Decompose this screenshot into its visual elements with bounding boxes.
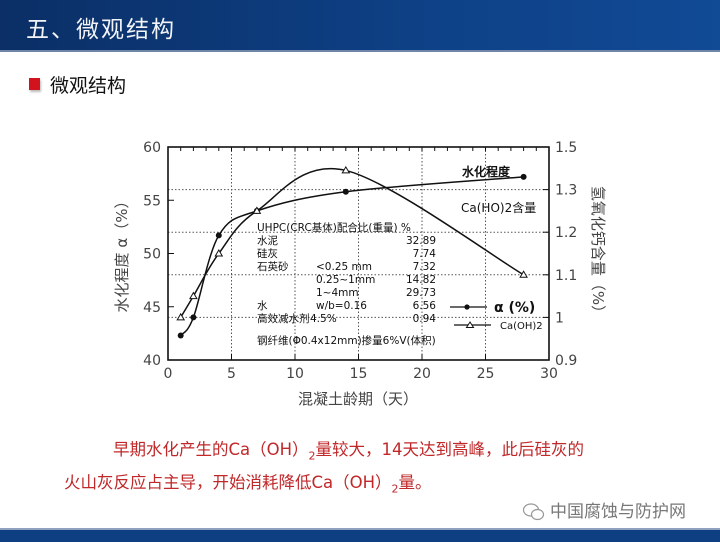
mix-table-value: 0.94	[413, 313, 437, 325]
y-tick-label-right: 1.2	[555, 225, 577, 241]
x-tick-label: 15	[350, 366, 368, 382]
legend: α (%) Ca(OH)2	[450, 300, 543, 332]
legend-alpha-marker	[464, 304, 470, 310]
ca-oh2-point	[519, 270, 528, 278]
wechat-icon	[522, 503, 545, 521]
note-text: 早期水化产生的Ca（OH）	[113, 440, 309, 459]
mix-table-value: 7.74	[413, 248, 437, 260]
watermark: 中国腐蚀与防护网	[522, 497, 686, 522]
ca-oh2-point	[252, 206, 262, 214]
mix-table-cell: w/b=0.16	[316, 300, 367, 312]
footer-bar	[0, 528, 720, 542]
section-subtitle: 微观结构	[50, 75, 127, 97]
ca-oh2-point	[341, 165, 351, 174]
mix-table-cell: 4.5%	[310, 313, 337, 325]
note-text: 火山灰反应占主导，开始消耗降低Ca（OH）	[64, 473, 392, 492]
ca-oh2-point	[189, 291, 198, 300]
y-tick-label-left: 60	[143, 140, 161, 156]
note-subscript: 2	[391, 482, 399, 496]
y-tick-label-right: 1.3	[555, 183, 577, 199]
mix-table-title: UHPC(CRC基体)配合比(重量) %	[257, 221, 411, 234]
mix-table-cell: 1~4mm	[316, 287, 359, 299]
x-axis-label: 混凝土龄期（天）	[298, 390, 418, 408]
x-tick-label: 30	[540, 366, 558, 382]
alpha-point	[190, 314, 197, 321]
y-tick-label-left: 50	[143, 247, 161, 263]
mix-table-value: 29.73	[406, 287, 436, 299]
y-tick-label-left: 45	[143, 300, 161, 316]
mix-table-value: 14.82	[406, 274, 436, 286]
mix-table-footer: 钢纤维(Φ0.4x12mm)掺量6%V(体积)	[257, 334, 436, 347]
mix-table: UHPC(CRC基体)配合比(重量) %水泥 32.89 硅灰 7.74 石英砂 <0.2…	[257, 221, 436, 347]
note-text: 量。	[398, 473, 432, 492]
x-tick-label: 0	[164, 366, 173, 382]
x-tick-label: 25	[477, 366, 495, 382]
mix-table-cell: 石英砂	[257, 260, 289, 273]
mix-table-cell: 硅灰	[257, 247, 278, 260]
x-tick-label: 10	[286, 366, 304, 382]
note-line-1: 早期水化产生的Ca（OH）2量较大，14天达到高峰，此后硅灰的	[113, 436, 584, 462]
header-bar: 五、微观结构	[0, 0, 720, 52]
x-tick-label: 5	[227, 366, 236, 382]
x-tick-label: 20	[413, 366, 431, 382]
alpha-point	[342, 188, 349, 195]
mix-table-value: 7.32	[413, 261, 436, 273]
bullet-square-icon	[29, 78, 40, 90]
note-line-2: 火山灰反应占主导，开始消耗降低Ca（OH）2量。	[64, 469, 432, 495]
alpha-point	[215, 232, 222, 239]
watermark-text: 中国腐蚀与防护网	[550, 502, 686, 522]
mix-table-value: 32.89	[406, 235, 436, 247]
ca-oh2-point	[214, 249, 224, 257]
annotation-ca: Ca(HO)2含量	[461, 200, 536, 215]
legend-ca-label: Ca(OH)2	[500, 321, 543, 332]
y-tick-label-left: 40	[143, 353, 161, 369]
note-text: 量较大，14天达到高峰，此后硅灰的	[315, 440, 585, 459]
y-tick-label-right: 1.1	[555, 268, 577, 284]
legend-alpha-label: α (%)	[494, 300, 535, 316]
ca-oh2-point	[176, 312, 186, 321]
y-tick-label-right: 0.9	[555, 353, 577, 369]
legend-ca-marker	[465, 321, 475, 328]
y-tick-label-right: 1.5	[555, 140, 577, 156]
y-tick-label-right: 1	[555, 310, 564, 326]
y-axis-label-left: 水化程度 α（%）	[113, 194, 131, 313]
mix-table-cell: 水	[257, 300, 268, 312]
note-subscript: 2	[308, 449, 316, 463]
alpha-point	[520, 173, 527, 180]
mix-table-cell: 高效减水剂	[257, 312, 310, 325]
mix-table-cell: <0.25 mm	[316, 261, 372, 273]
annotation-alpha: 水化程度	[462, 164, 511, 179]
y-axis-label-right: 氢氧化钙含量（%）	[589, 186, 607, 320]
y-tick-label-left: 55	[143, 193, 161, 209]
mix-table-value: 6.56	[413, 300, 437, 312]
mix-table-cell: 水泥	[257, 234, 278, 247]
alpha-point	[177, 332, 184, 339]
page-title: 五、微观结构	[26, 17, 176, 43]
mix-table-cell: 0.25~1mm	[316, 274, 375, 286]
